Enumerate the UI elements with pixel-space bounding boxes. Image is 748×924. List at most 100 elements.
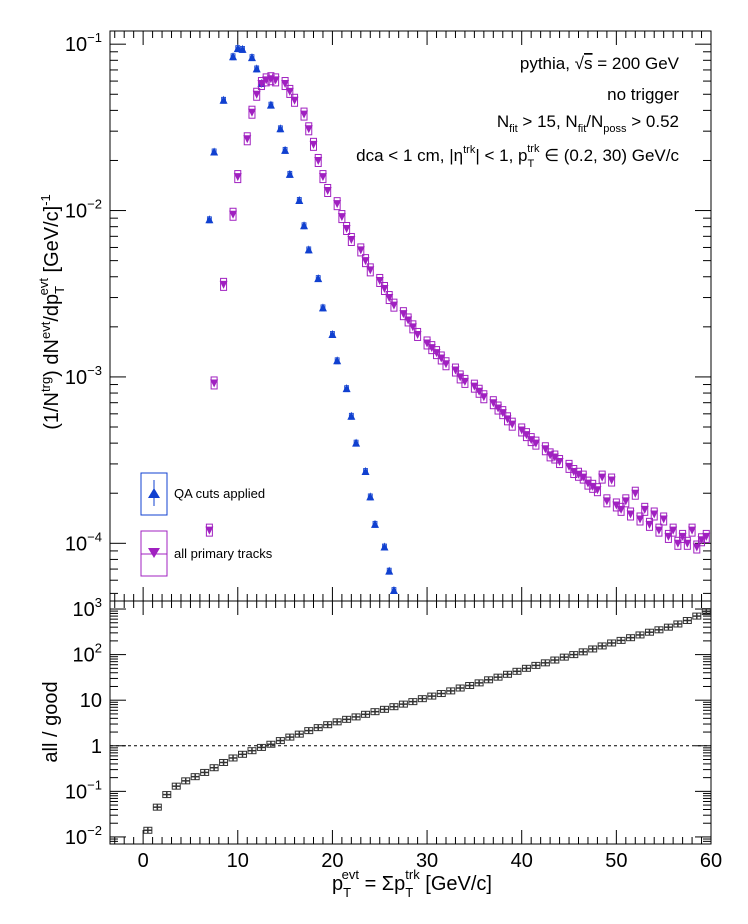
legend: QA cuts applied all primary tracks xyxy=(140,472,273,577)
x-tick-label: 60 xyxy=(700,850,722,872)
y-tick-label: 103 xyxy=(73,595,102,621)
data-point xyxy=(347,411,356,420)
data-point xyxy=(470,382,479,391)
data-point xyxy=(626,510,635,519)
data-point xyxy=(640,505,649,514)
error-box xyxy=(205,523,213,537)
data-point xyxy=(210,379,219,388)
x-tick-labels: 0 10 20 30 40 50 60 xyxy=(138,850,723,872)
data-point xyxy=(333,200,342,209)
error-box xyxy=(593,483,601,497)
data-point xyxy=(314,156,323,165)
data-point xyxy=(352,438,361,447)
data-point xyxy=(304,245,313,254)
data-point xyxy=(380,542,389,551)
data-point xyxy=(337,213,346,222)
annotation-nfit-cut: Nfit > 15, Nfit/Nposs > 0.52 xyxy=(497,112,679,135)
error-box xyxy=(324,183,332,197)
error-box xyxy=(627,507,635,521)
data-point xyxy=(531,439,540,448)
y-tick-label: 10−4 xyxy=(65,529,102,555)
y-tick-label: 102 xyxy=(73,641,102,667)
error-box xyxy=(551,450,559,464)
data-point xyxy=(219,95,228,104)
error-box xyxy=(494,401,502,415)
data-point xyxy=(205,526,214,535)
data-point xyxy=(621,497,630,506)
data-point xyxy=(451,366,460,375)
data-point xyxy=(205,215,214,224)
error-box xyxy=(347,232,355,246)
annotation-trigger: no trigger xyxy=(607,85,679,104)
x-axis-title: pTevt = ΣpTtrk [GeV/c] xyxy=(332,867,492,900)
data-point xyxy=(281,80,290,89)
lower-plot-frame xyxy=(109,600,712,845)
data-point xyxy=(602,497,611,506)
error-box xyxy=(281,77,289,91)
error-box xyxy=(376,273,384,287)
y-tick-label: 10−1 xyxy=(65,30,102,56)
error-box xyxy=(291,93,299,107)
error-box xyxy=(333,197,341,211)
data-point xyxy=(702,532,711,541)
y-tick-label: 10 xyxy=(80,690,102,712)
series-all-primary-tracks xyxy=(205,72,711,554)
data-point xyxy=(229,52,238,61)
data-point xyxy=(233,44,242,53)
data-point xyxy=(233,173,242,182)
data-point xyxy=(688,526,697,535)
data-point xyxy=(347,235,356,244)
error-box xyxy=(309,137,317,151)
error-box xyxy=(518,423,526,437)
data-point xyxy=(598,473,607,482)
lower-y-axis-title: all / good xyxy=(40,681,62,762)
data-point xyxy=(281,145,290,154)
upper-data-series xyxy=(205,44,711,595)
data-point xyxy=(475,387,484,396)
y-tick-label: 10−1 xyxy=(65,777,102,803)
error-box xyxy=(362,254,370,268)
data-point xyxy=(375,276,384,285)
error-box xyxy=(532,436,540,450)
y-tick-label: 10−2 xyxy=(65,197,102,223)
error-box xyxy=(641,502,649,516)
annotation-energy: pythia, √s = 200 GeV xyxy=(520,54,680,73)
error-box xyxy=(220,277,228,291)
data-point xyxy=(489,399,498,408)
error-box xyxy=(508,417,516,431)
data-point xyxy=(617,505,626,514)
legend-box-qa xyxy=(140,472,168,516)
data-point xyxy=(309,140,318,149)
upper-y-axis-title: (1/Ntrg) dNevt/dpTevt [GeV/c]-1 xyxy=(36,194,67,430)
error-box xyxy=(489,396,497,410)
error-box xyxy=(314,153,322,167)
data-point xyxy=(252,90,261,99)
data-point xyxy=(333,356,342,365)
data-point xyxy=(441,360,450,369)
data-point xyxy=(460,377,469,386)
error-box xyxy=(504,412,512,426)
error-box xyxy=(409,320,417,334)
error-box xyxy=(655,523,663,537)
error-box xyxy=(522,428,530,442)
error-box xyxy=(683,536,691,550)
error-box xyxy=(617,502,625,516)
data-point xyxy=(659,515,668,524)
x-tick-label: 0 xyxy=(138,850,149,872)
error-box xyxy=(622,494,630,508)
y-tick-label: 10−2 xyxy=(65,823,102,849)
error-box xyxy=(461,374,469,388)
data-point xyxy=(479,393,488,402)
error-box xyxy=(669,523,677,537)
data-point xyxy=(503,415,512,424)
error-box xyxy=(366,263,374,277)
error-box xyxy=(404,313,412,327)
error-box xyxy=(414,327,422,341)
data-point xyxy=(219,280,228,289)
data-point xyxy=(366,266,375,275)
data-point xyxy=(318,303,327,312)
error-box xyxy=(357,243,365,257)
x-tick-label: 40 xyxy=(511,850,533,872)
data-point xyxy=(508,420,517,429)
